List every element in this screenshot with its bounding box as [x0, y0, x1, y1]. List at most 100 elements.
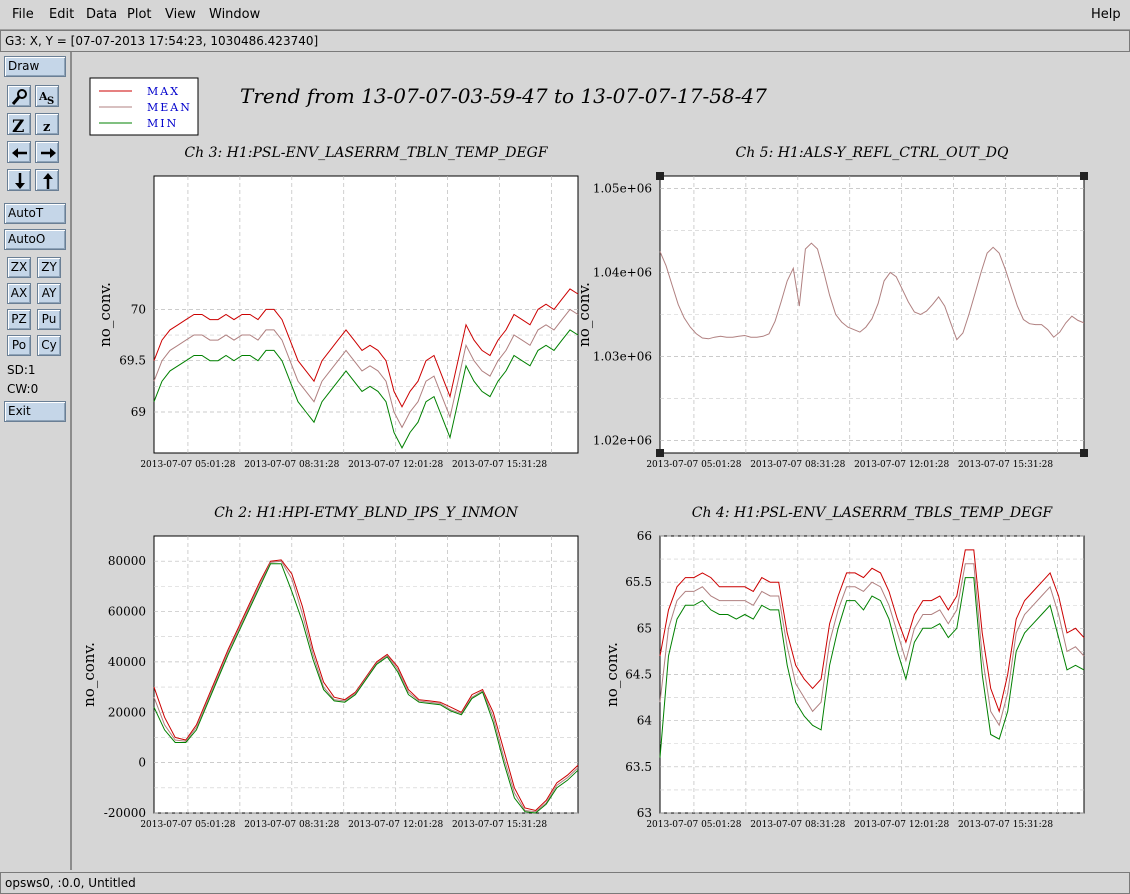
coordinate-readout-bar: G3: X, Y = [07-07-2013 17:54:23, 1030486…: [0, 30, 1130, 52]
draw-button[interactable]: Draw: [4, 56, 66, 77]
chart-3[interactable]: 2013-07-07 05:01:28 2013-07-07 08:31:28 20…: [80, 505, 579, 830]
y-tick-label: 1.03e+06: [593, 349, 652, 363]
x-tick-label: 2013-07-07 05:01:28: [646, 460, 741, 470]
x-tick-label: 2013-07-07 12:01:28: [348, 460, 443, 470]
selection-handle[interactable]: [1080, 449, 1088, 457]
pz-button[interactable]: PZ: [7, 309, 31, 330]
series-line-mean: [659, 563, 1085, 727]
y-tick-label: 60000: [108, 605, 146, 619]
series-line-min: [659, 577, 1085, 758]
plot-frame[interactable]: [153, 535, 579, 814]
x-tick-label: 2013-07-07 12:01:28: [854, 460, 949, 470]
right-arrow-icon[interactable]: [35, 141, 59, 163]
y-tick-label: 69.5: [119, 354, 146, 368]
y-tick-label: 20000: [108, 705, 146, 719]
sd-readout: SD:1: [7, 363, 36, 377]
po-button[interactable]: Po: [7, 335, 31, 356]
y-tick-label: 65: [637, 621, 652, 635]
y-tick-label: 80000: [108, 554, 146, 568]
selection-handle[interactable]: [656, 449, 664, 457]
zoom-in-icon[interactable]: Z: [7, 113, 31, 136]
menu-window[interactable]: Window: [209, 7, 261, 22]
ay-button[interactable]: AY: [37, 283, 61, 304]
y-tick-label: 0: [138, 756, 146, 770]
legend-mean-label: MEAN: [147, 101, 192, 114]
x-tick-label: 2013-07-07 05:01:28: [140, 460, 235, 470]
svg-text:Z: Z: [12, 117, 24, 136]
series-line-max: [659, 549, 1085, 714]
y-tick-label: 64: [637, 714, 653, 728]
x-tick-label: 2013-07-07 12:01:28: [854, 820, 949, 830]
y-tick-label: 63: [637, 806, 652, 820]
down-arrow-icon[interactable]: [7, 169, 31, 191]
menu-view[interactable]: View: [165, 7, 196, 22]
plot-area: MAX MEAN MIN Trend from 13-07-07-03-59-4…: [72, 52, 1130, 870]
status-text: opsws0, :0.0, Untitled: [5, 876, 136, 890]
y-axis-label: no_conv.: [96, 282, 114, 347]
cy-button[interactable]: Cy: [37, 335, 61, 356]
x-tick-label: 2013-07-07 15:31:28: [958, 460, 1053, 470]
x-tick-label: 2013-07-07 08:31:28: [750, 460, 845, 470]
left-arrow-icon[interactable]: [7, 141, 31, 163]
menu-help[interactable]: Help: [1091, 7, 1121, 22]
menu-data[interactable]: Data: [86, 7, 118, 22]
x-tick-label: 2013-07-07 15:31:28: [958, 820, 1053, 830]
x-tick-label: 2013-07-07 08:31:28: [244, 820, 339, 830]
series-line-mean: [153, 560, 579, 813]
y-axis-label: no_conv.: [603, 642, 621, 707]
y-axis-label: no_conv.: [575, 282, 593, 347]
series-line-min: [153, 329, 579, 449]
cw-readout: CW:0: [7, 382, 39, 396]
zx-button[interactable]: ZX: [7, 257, 31, 278]
svg-text:z: z: [43, 120, 50, 135]
chart-title: Ch 4: H1:PSL-ENV_LASERRM_TBLS_TEMP_DEGF: [692, 505, 1054, 521]
pu-button[interactable]: Pu: [37, 309, 61, 330]
x-tick-label: 2013-07-07 12:01:28: [348, 820, 443, 830]
chart-1[interactable]: 2013-07-07 05:01:28 2013-07-07 08:31:28 20…: [96, 145, 579, 470]
ax-button[interactable]: AX: [7, 283, 31, 304]
coordinate-readout: G3: X, Y = [07-07-2013 17:54:23, 1030486…: [5, 34, 319, 48]
exit-button[interactable]: Exit: [4, 401, 66, 422]
chart-title: Ch 5: H1:ALS-Y_REFL_CTRL_OUT_DQ: [735, 145, 1009, 161]
y-tick-label: 69: [131, 405, 146, 419]
zy-button[interactable]: ZY: [37, 257, 61, 278]
x-tick-label: 2013-07-07 08:31:28: [244, 460, 339, 470]
menu-plot[interactable]: Plot: [127, 7, 152, 22]
chart-4[interactable]: 2013-07-07 05:01:28 2013-07-07 08:31:28 20…: [603, 505, 1085, 830]
y-tick-label: 63.5: [625, 760, 652, 774]
series-line-mean: [659, 242, 1085, 341]
y-tick-label: 40000: [108, 655, 146, 669]
y-tick-label: 1.04e+06: [593, 266, 652, 280]
legend-max-label: MAX: [147, 85, 180, 98]
x-tick-label: 2013-07-07 15:31:28: [452, 820, 547, 830]
y-tick-label: 65.5: [625, 575, 652, 589]
selection-handle[interactable]: [656, 172, 664, 180]
menu-file[interactable]: File: [12, 7, 34, 22]
up-arrow-icon[interactable]: [35, 169, 59, 191]
y-tick-label: 64.5: [625, 668, 652, 682]
series-line-min: [153, 563, 579, 814]
zoom-out-icon[interactable]: z: [35, 113, 59, 135]
menu-bar: File Edit Data Plot View Window Help: [0, 0, 1130, 30]
autoo-button[interactable]: AutoO: [4, 229, 66, 250]
series-line-mean: [153, 308, 579, 429]
x-tick-label: 2013-07-07 05:01:28: [140, 820, 235, 830]
x-tick-label: 2013-07-07 08:31:28: [750, 820, 845, 830]
plot-frame[interactable]: [153, 175, 579, 454]
chart-title: Ch 2: H1:HPI-ETMY_BLND_IPS_Y_INMON: [214, 505, 519, 521]
svg-text:S: S: [47, 96, 54, 107]
zoom-icon[interactable]: [7, 85, 31, 107]
series-line-max: [153, 288, 579, 408]
menu-edit[interactable]: Edit: [49, 7, 75, 22]
chart-title: Ch 3: H1:PSL-ENV_LASERRM_TBLN_TEMP_DEGF: [184, 145, 548, 161]
y-tick-label: 66: [637, 529, 652, 543]
chart-2[interactable]: 2013-07-07 05:01:28 2013-07-07 08:31:28 20…: [575, 145, 1088, 470]
selection-handle[interactable]: [1080, 172, 1088, 180]
x-tick-label: 2013-07-07 05:01:28: [646, 820, 741, 830]
autot-button[interactable]: AutoT: [4, 203, 66, 224]
series-line-max: [153, 559, 579, 812]
plots-canvas: MAX MEAN MIN Trend from 13-07-07-03-59-4…: [80, 77, 1088, 830]
main-title: Trend from 13-07-07-03-59-47 to 13-07-07…: [240, 84, 767, 108]
